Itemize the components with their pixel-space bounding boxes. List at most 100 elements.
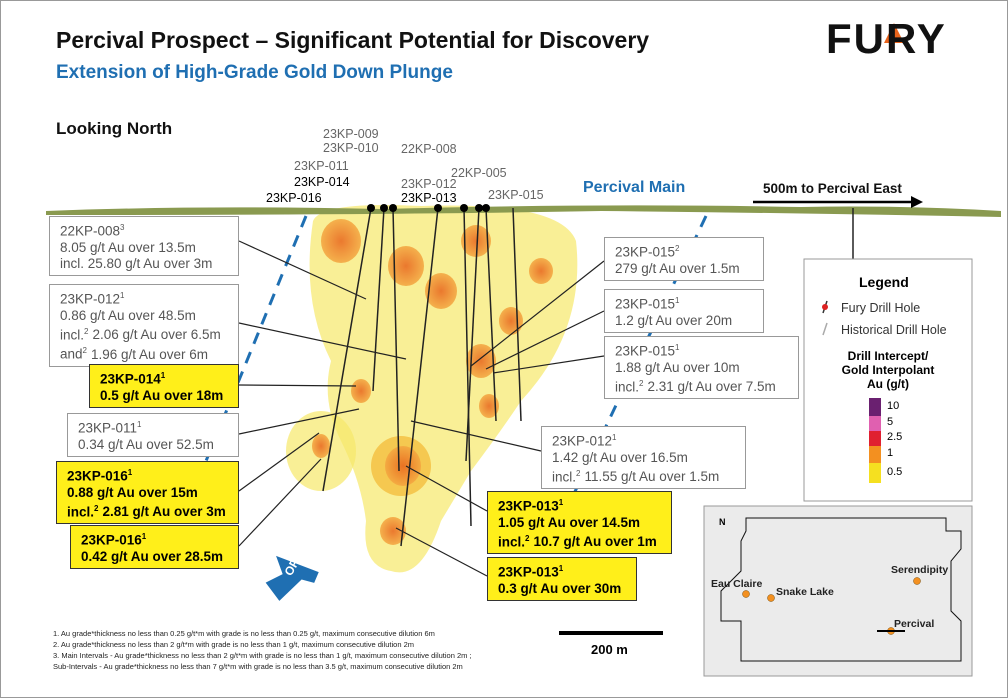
callout-line: incl.2 11.55 g/t Au over 1.5m <box>552 466 735 486</box>
hole-label: 23KP-010 <box>323 141 379 155</box>
callout: 23KP-0151 1.88 g/t Au over 10m incl.2 2.31 … <box>604 336 799 399</box>
line-text: 2.31 g/t Au over 7.5m <box>647 379 776 394</box>
callout-line: 0.5 g/t Au over 18m <box>100 387 224 403</box>
hole-label: 23KP-012 <box>401 177 457 191</box>
callout-line: 8.05 g/t Au over 13.5m <box>60 239 196 255</box>
scale-label: 200 m <box>591 642 628 657</box>
hole-id: 23KP-015 <box>615 296 676 312</box>
footnote-ref: 2 <box>525 533 530 543</box>
hole-id: 23KP-013 <box>498 498 559 514</box>
hole-id: 22KP-008 <box>60 223 121 239</box>
callout-hole: 23KP-0131 <box>498 561 626 581</box>
line-prefix: incl. <box>498 534 526 549</box>
callout: 23KP-0161 0.42 g/t Au over 28.5m <box>70 525 239 569</box>
line-text: 11.55 g/t Au over 1.5m <box>584 469 720 484</box>
line-prefix: incl. <box>67 504 95 519</box>
callout-line: incl. 25.80 g/t Au over 3m <box>60 255 213 271</box>
callout-line: 0.86 g/t Au over 48.5m <box>60 307 196 323</box>
callout: 23KP-0161 0.88 g/t Au over 15m incl.2 2.81 … <box>56 461 239 524</box>
historical-symbol <box>822 322 828 336</box>
callout: 23KP-0121 0.86 g/t Au over 48.5m incl.2 2.0… <box>49 284 239 367</box>
logo: FURY <box>826 15 947 62</box>
leaders <box>238 240 605 577</box>
scale-label: 10 <box>887 400 900 412</box>
annotation: 500m to Percival East <box>763 181 902 196</box>
callout-line: incl.2 2.81 g/t Au over 3m <box>67 501 228 521</box>
callout-hole: 23KP-0161 <box>81 529 228 549</box>
callout: 23KP-0131 1.05 g/t Au over 14.5m incl.2 10.… <box>487 491 672 554</box>
footnote-ref: 1 <box>675 296 680 305</box>
line-prefix: and <box>60 346 83 362</box>
hole-id: 23KP-012 <box>60 291 121 307</box>
title: Percival Prospect – Significant Potentia… <box>56 27 650 53</box>
callout: 23KP-0111 0.34 g/t Au over 52.5m <box>67 413 239 457</box>
line-text: 2.06 g/t Au over 6.5m <box>92 327 221 342</box>
footnote-ref: 2 <box>84 326 89 336</box>
drill-holes <box>322 207 854 547</box>
line-prefix: incl. <box>60 327 85 342</box>
hole-id: 23KP-015 <box>615 343 676 359</box>
callout: 23KP-0121 1.42 g/t Au over 16.5m incl.2 11.… <box>541 426 746 489</box>
callout-line: 279 g/t Au over 1.5m <box>615 260 740 276</box>
footnote-ref: 1 <box>558 498 564 507</box>
arrowhead <box>911 196 923 208</box>
line-text: 10.7 g/t Au over 1m <box>533 534 657 549</box>
callout-hole: 23KP-0152 <box>615 241 753 261</box>
callout-line: 1.2 g/t Au over 20m <box>615 312 733 328</box>
footnote: Sub-Intervals - Au grade*thickness no le… <box>53 662 463 671</box>
callout-hole: 23KP-0131 <box>498 495 661 515</box>
footnote-ref: 1 <box>141 532 147 541</box>
hole-id: 23KP-011 <box>78 420 138 436</box>
scale-label: 1 <box>887 447 894 459</box>
hole-id: 23KP-014 <box>100 371 161 387</box>
callout-line: 0.34 g/t Au over 52.5m <box>78 436 214 452</box>
place-label: Eau Claire <box>711 578 763 590</box>
place-label: Serendipity <box>891 564 949 576</box>
footnote-ref: 1 <box>675 343 680 352</box>
callout: 23KP-0152 279 g/t Au over 1.5m <box>604 237 764 281</box>
footnote-ref: 2 <box>576 468 581 478</box>
line-prefix: incl. <box>615 379 640 394</box>
callout-line: 1.42 g/t Au over 16.5m <box>552 449 688 465</box>
callout-hole: 23KP-0111 <box>78 417 228 437</box>
hole-label: 23KP-016 <box>266 191 322 205</box>
map-stars <box>742 577 921 635</box>
color-bar <box>869 398 881 483</box>
annotation: Percival Main <box>583 179 686 196</box>
callout: 23KP-0131 0.3 g/t Au over 30m <box>487 557 637 601</box>
footnote-ref: 1 <box>137 420 142 429</box>
hole-id: 23KP-015 <box>615 244 676 260</box>
ground-surface <box>46 205 1001 217</box>
hole-label: 23KP-014 <box>294 175 350 189</box>
callout-line: 0.3 g/t Au over 30m <box>498 580 622 596</box>
subtitle: Extension of High-Grade Gold Down Plunge <box>56 62 453 83</box>
hole-id: 23KP-012 <box>552 433 613 449</box>
callout-line: 0.42 g/t Au over 28.5m <box>81 548 224 564</box>
hole-label: 23KP-011 <box>294 159 349 173</box>
legend-title: Legend <box>859 274 909 290</box>
footnote-ref: 2 <box>675 244 680 253</box>
scale-label: 5 <box>887 416 894 428</box>
footnote-ref: 2 <box>639 378 644 388</box>
line-text: 1.96 g/t Au over 6m <box>90 346 209 362</box>
callout: 23KP-0151 1.2 g/t Au over 20m <box>604 289 764 333</box>
scale-title-line: Au (g/t) <box>867 377 909 391</box>
callout-hole: 22KP-0083 <box>60 220 228 240</box>
callout-hole: 23KP-0141 <box>100 368 228 388</box>
logo-accent <box>884 23 904 43</box>
callout-line: incl.2 2.06 g/t Au over 6.5m <box>60 324 228 344</box>
callout-line: 1.05 g/t Au over 14.5m <box>498 514 641 530</box>
hole-id: 23KP-016 <box>81 532 142 548</box>
hole-id: 23KP-016 <box>67 468 128 484</box>
callout-hole: 23KP-0151 <box>615 340 788 360</box>
hole-label: 23KP-009 <box>323 127 379 141</box>
footnote-ref: 1 <box>127 468 133 477</box>
collars <box>367 204 490 212</box>
callout-line: and2 1.96 g/t Au over 6m <box>60 343 228 363</box>
footnote-ref: 1 <box>160 371 166 380</box>
hole-id: 23KP-013 <box>498 564 559 580</box>
hole-label: 23KP-015 <box>488 188 544 202</box>
hole-label: 23KP-013 <box>401 191 457 205</box>
